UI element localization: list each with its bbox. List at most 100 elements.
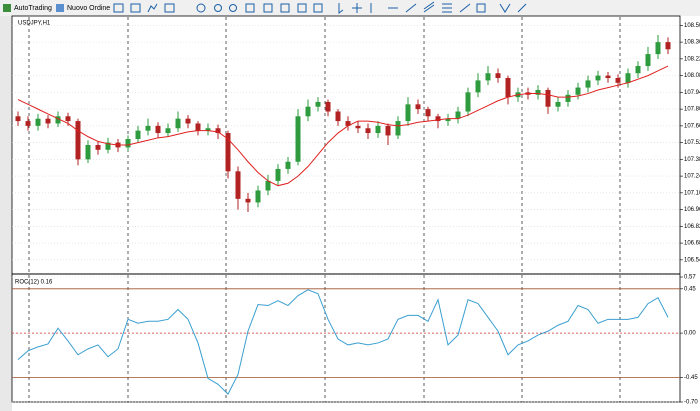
autotrading-icon[interactable] bbox=[3, 4, 11, 12]
series-line bbox=[17, 289, 669, 395]
y-tick-label: 106.820 bbox=[684, 224, 700, 230]
candle-body bbox=[465, 92, 471, 112]
y-tick-label: 107.940 bbox=[684, 90, 700, 96]
candle-body bbox=[225, 133, 231, 172]
shift-tool[interactable] bbox=[280, 3, 290, 13]
candle-body bbox=[15, 116, 21, 122]
candle-body bbox=[235, 171, 241, 199]
scroll-tool[interactable] bbox=[263, 3, 273, 13]
indicator-title: ROC(12) 0.16 bbox=[15, 280, 53, 286]
zoom-in-tool[interactable] bbox=[214, 4, 222, 12]
candle-body bbox=[485, 73, 491, 81]
candle-body bbox=[205, 128, 211, 131]
series-line bbox=[17, 65, 669, 187]
candle-body bbox=[665, 42, 671, 50]
candle-body bbox=[395, 121, 401, 136]
candle-body bbox=[655, 42, 661, 55]
candle-body bbox=[165, 128, 171, 134]
crosshair-tool[interactable] bbox=[352, 3, 362, 13]
candle-body bbox=[595, 75, 601, 81]
y-tick-label: 107.520 bbox=[684, 140, 700, 146]
cursor-tool[interactable] bbox=[338, 3, 344, 14]
chart-symbol: USDJPY,H1 bbox=[18, 21, 51, 27]
y-tick-label: 108.360 bbox=[684, 40, 700, 46]
chart-frame bbox=[11, 15, 681, 403]
candle-body bbox=[285, 161, 291, 169]
y-tick-label: 107.660 bbox=[684, 123, 700, 129]
y-tick-label: 107.240 bbox=[684, 174, 700, 180]
y-tick-label: 106.960 bbox=[684, 207, 700, 213]
y-tick-label: 0.57 bbox=[684, 275, 696, 281]
periods-tool[interactable] bbox=[313, 3, 323, 13]
zoom-out-tool[interactable] bbox=[229, 4, 237, 12]
side-panel-edge bbox=[0, 16, 12, 411]
y-tick-label: 0.45 bbox=[684, 286, 696, 292]
candle-body bbox=[635, 66, 641, 74]
y-tick-label: 108.220 bbox=[684, 56, 700, 62]
candle-body bbox=[325, 101, 331, 112]
percent-tool[interactable] bbox=[517, 3, 527, 13]
line-chart-tool[interactable] bbox=[147, 3, 158, 13]
candle-body bbox=[495, 73, 501, 79]
candle-body bbox=[425, 109, 431, 117]
candle-body bbox=[25, 121, 31, 126]
candle-body bbox=[95, 145, 101, 150]
shapes-tool[interactable] bbox=[499, 3, 511, 13]
candle-body bbox=[475, 80, 481, 93]
y-tick-label: -0.70 bbox=[684, 400, 698, 406]
candle-body bbox=[505, 78, 511, 98]
candle-body bbox=[535, 89, 541, 95]
autotrading-button[interactable]: AutoTrading bbox=[14, 5, 52, 12]
candle-body bbox=[245, 198, 251, 203]
candle-body bbox=[445, 118, 451, 122]
candle-body bbox=[215, 128, 221, 134]
candle-body bbox=[265, 180, 271, 191]
trendline-tool[interactable] bbox=[405, 3, 417, 13]
y-tick-label: 106.680 bbox=[684, 241, 700, 247]
candle-body bbox=[435, 116, 441, 122]
candle-body bbox=[305, 106, 311, 117]
indicators-tool[interactable] bbox=[297, 3, 307, 13]
y-tick-label: -0.45 bbox=[684, 375, 698, 381]
candle-body bbox=[585, 80, 591, 88]
candle-body bbox=[355, 125, 361, 129]
candle-body bbox=[35, 118, 41, 126]
bar-chart-tool[interactable] bbox=[113, 3, 124, 13]
new-order-icon[interactable] bbox=[56, 4, 64, 12]
candle-body bbox=[385, 125, 391, 136]
candle-body bbox=[415, 104, 421, 110]
candle-body bbox=[185, 118, 191, 124]
label-tool[interactable] bbox=[476, 3, 486, 13]
candle-body bbox=[555, 101, 561, 107]
candle-body bbox=[45, 118, 51, 124]
fibo-tool[interactable] bbox=[442, 3, 452, 13]
candle-body bbox=[55, 116, 61, 124]
candle-body bbox=[295, 116, 301, 162]
template-tool[interactable] bbox=[164, 3, 175, 13]
candle-body bbox=[175, 118, 181, 129]
candle-body bbox=[75, 121, 81, 160]
candle-tool[interactable] bbox=[130, 3, 141, 13]
new-order-button[interactable]: Nuovo Ordine bbox=[67, 5, 110, 12]
candle-body bbox=[405, 104, 411, 122]
candle-body bbox=[645, 54, 651, 67]
candle-body bbox=[575, 87, 581, 95]
candle-body bbox=[365, 128, 371, 134]
candle-body bbox=[545, 89, 551, 107]
candle-body bbox=[335, 111, 341, 122]
candle-body bbox=[345, 121, 351, 126]
period-tool[interactable] bbox=[196, 3, 206, 13]
candle-body bbox=[625, 73, 631, 83]
y-tick-label: 0.00 bbox=[684, 331, 696, 337]
tile-tool[interactable] bbox=[245, 3, 255, 13]
candle-body bbox=[375, 125, 381, 134]
candle-body bbox=[125, 139, 131, 148]
candle-body bbox=[135, 130, 141, 140]
y-tick-label: 108.500 bbox=[684, 23, 700, 29]
channel-tool[interactable] bbox=[423, 1, 435, 13]
candle-body bbox=[105, 142, 111, 150]
y-tick-label: 107.380 bbox=[684, 157, 700, 163]
text-tool[interactable] bbox=[459, 3, 471, 13]
candle-body bbox=[565, 94, 571, 102]
